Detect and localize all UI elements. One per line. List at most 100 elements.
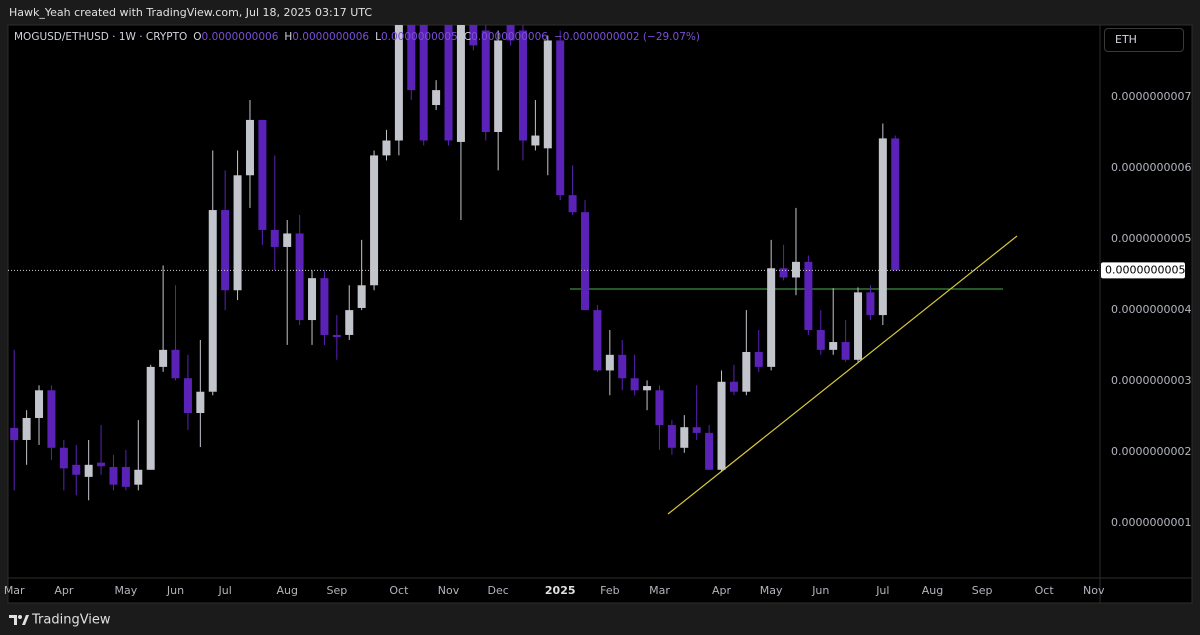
x-tick-label: Feb: [600, 584, 619, 597]
x-tick-label: Aug: [276, 584, 297, 597]
candle-body: [10, 427, 19, 440]
candle-body: [183, 378, 192, 414]
candle-body: [680, 427, 689, 448]
candle-body: [159, 349, 168, 367]
candle-body: [494, 40, 503, 132]
x-tick-label: Mar: [649, 584, 670, 597]
candle-body: [245, 119, 254, 176]
candle-body: [705, 432, 714, 470]
candle-body: [655, 390, 664, 426]
x-tick-label: Apr: [54, 584, 74, 597]
last-price-box: [1101, 262, 1185, 279]
candle-body: [456, 25, 465, 142]
candle-body: [568, 195, 577, 213]
candle-body: [829, 342, 838, 350]
x-tick-label: Dec: [488, 584, 509, 597]
legend-key: O: [193, 31, 202, 43]
candle-body: [779, 268, 788, 278]
candle-body: [481, 30, 490, 132]
candle-body: [97, 462, 106, 467]
x-tick-label: Aug: [922, 584, 943, 597]
candle-body: [866, 292, 875, 316]
candle-body: [630, 378, 639, 391]
candle-body: [804, 261, 813, 330]
x-tick-label: Jul: [875, 584, 889, 597]
candle-body: [370, 155, 379, 286]
candle-body: [109, 466, 118, 485]
candle-body: [469, 25, 478, 46]
x-tick-label: Nov: [438, 584, 460, 597]
y-tick-label: 0.0000000001: [1111, 516, 1191, 529]
legend-value: 0.0000000006: [201, 31, 279, 43]
candle-body: [667, 425, 676, 448]
candle-body: [382, 140, 391, 156]
candle-body: [357, 285, 366, 308]
candle-body: [854, 292, 863, 360]
candle-body: [729, 381, 738, 392]
candle-body: [419, 25, 428, 141]
y-tick-label: 0.0000000006: [1111, 161, 1191, 174]
legend-key: L: [375, 31, 381, 43]
candle-body: [84, 464, 93, 477]
legend-key: C: [463, 31, 472, 43]
x-tick-label: Jun: [166, 584, 184, 597]
candle-body: [891, 138, 900, 271]
candle-body: [605, 354, 614, 371]
x-tick-label: May: [115, 584, 138, 597]
candle-body: [72, 464, 81, 475]
legend-value: 0.0000000006: [292, 31, 370, 43]
attribution: Hawk_Yeah created with TradingView.com, …: [9, 6, 372, 19]
candle-body: [35, 390, 44, 418]
candle-body: [643, 386, 652, 391]
candle-body: [518, 30, 527, 141]
candle-body: [717, 381, 726, 470]
candle-body: [543, 40, 552, 149]
currency-button[interactable]: ETH: [1104, 28, 1184, 52]
x-tick-label: Mar: [4, 584, 25, 597]
candle-body: [47, 390, 56, 448]
candle-body: [233, 175, 242, 291]
symbol: MOGUSD/ETHUSD · 1W · CRYPTO: [14, 31, 188, 43]
x-tick-label: Sep: [326, 584, 347, 597]
candle-body: [134, 469, 143, 485]
candle-body: [767, 268, 776, 367]
y-tick-label: 0.0000000005: [1111, 232, 1191, 245]
candle-body: [407, 25, 416, 91]
candle-body: [208, 210, 217, 392]
candle-body: [270, 229, 279, 247]
candle-body: [531, 135, 540, 146]
candle-body: [332, 334, 341, 338]
candle-body: [320, 278, 329, 335]
candle-body: [121, 466, 130, 487]
candle-body: [345, 310, 354, 335]
x-tick-label: Jun: [811, 584, 829, 597]
legend-key: H: [284, 31, 293, 43]
candle-body: [556, 40, 565, 196]
trend-line: [667, 235, 1018, 515]
x-tick-label: Nov: [1083, 584, 1105, 597]
legend-change: −0.0000000002 (−29.07%): [553, 31, 700, 43]
legend-value: 0.0000000006: [471, 31, 548, 43]
y-tick-label: 0.0000000007: [1111, 90, 1191, 103]
candle-body: [742, 351, 751, 392]
candle-body: [221, 210, 230, 291]
x-tick-label: Oct: [389, 584, 409, 597]
candle-body: [432, 90, 441, 106]
candle-body: [791, 261, 800, 278]
candle-body: [816, 329, 825, 350]
candle-body: [394, 25, 403, 141]
candle-body: [295, 233, 304, 321]
logo: [9, 615, 29, 625]
candle-body: [581, 212, 590, 311]
candle-body: [841, 342, 850, 360]
candle-body: [754, 351, 763, 367]
brand: TradingView: [31, 613, 111, 628]
candle-body: [618, 354, 627, 379]
legend-value: 0.0000000005: [380, 31, 458, 43]
candle-body: [283, 233, 292, 247]
legend: MOGUSD/ETHUSD · 1W · CRYPTO O0.0000000006…: [14, 31, 700, 43]
candle-body: [258, 119, 267, 230]
y-tick-label: 0.0000000004: [1111, 303, 1191, 316]
